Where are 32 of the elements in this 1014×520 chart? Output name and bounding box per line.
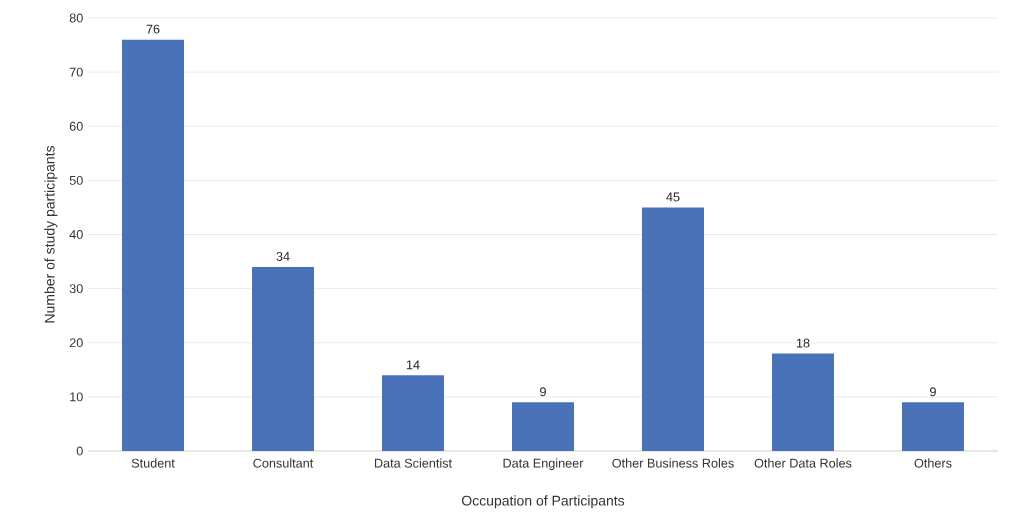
bar xyxy=(512,402,574,451)
y-tick-label: 0 xyxy=(76,446,83,456)
y-tick-label: 50 xyxy=(69,175,83,185)
y-tick-label: 10 xyxy=(70,392,83,402)
data-label: 34 xyxy=(276,251,290,261)
bar xyxy=(901,402,964,451)
data-label: 18 xyxy=(796,338,810,348)
y-tick-label: 80 xyxy=(69,13,83,23)
x-tick-label: Student xyxy=(131,458,175,468)
x-tick-label: Data Scientist xyxy=(374,458,452,468)
x-tick-label: Other Data Roles xyxy=(754,458,852,468)
y-tick-label: 40 xyxy=(69,230,83,239)
x-axis-title: Occupation of Participants xyxy=(461,495,625,509)
x-tick-label: Consultant xyxy=(253,458,314,468)
data-label: 45 xyxy=(666,192,680,202)
bar xyxy=(642,207,704,451)
y-tick-label: 60 xyxy=(69,121,83,131)
data-label: 9 xyxy=(930,387,936,397)
bar xyxy=(772,353,834,451)
data-label: 9 xyxy=(540,387,546,397)
y-axis-title: Number of study participants xyxy=(44,145,58,323)
y-tick-label: 70 xyxy=(69,67,83,77)
x-tick-label: Other Business Roles xyxy=(612,458,734,468)
data-label: 14 xyxy=(406,360,420,370)
bar xyxy=(382,375,444,451)
bar xyxy=(252,266,314,451)
y-tick-label: 20 xyxy=(69,338,83,348)
bar xyxy=(122,39,185,451)
y-tick-label: 30 xyxy=(69,284,83,294)
x-tick-label: Data Engineer xyxy=(503,458,584,471)
x-tick-label: Others xyxy=(914,458,952,468)
data-label: 76 xyxy=(146,24,160,34)
